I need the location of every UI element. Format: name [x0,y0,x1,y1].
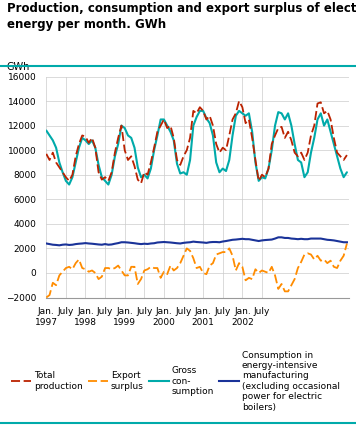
Text: GWh: GWh [7,62,30,72]
Legend: Total
production, Export
surplus, Gross
con-
sumption, Consumption in
energy-int: Total production, Export surplus, Gross … [11,351,340,412]
Text: Production, consumption and export surplus of electric
energy per month. GWh: Production, consumption and export surpl… [7,2,356,31]
